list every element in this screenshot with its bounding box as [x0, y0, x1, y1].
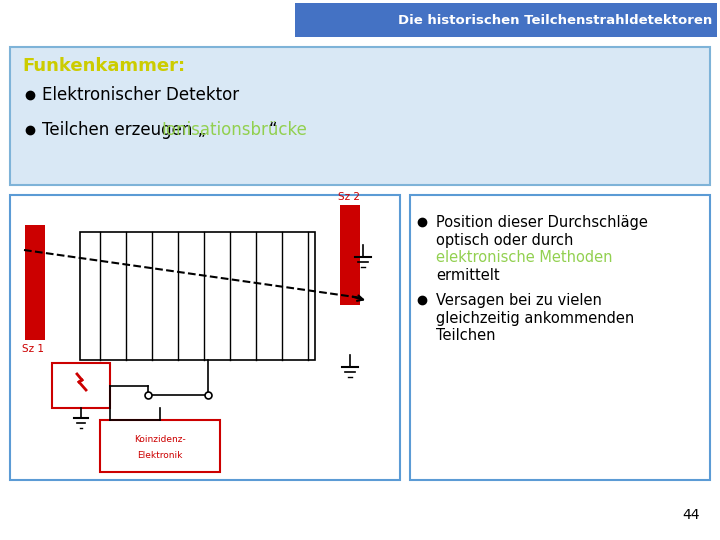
Text: Teilchen erzeugen „: Teilchen erzeugen „ — [42, 121, 206, 139]
Text: 44: 44 — [683, 508, 700, 522]
Bar — [10, 47, 710, 185]
Text: Sz 2: Sz 2 — [338, 192, 360, 202]
Text: Elektronik: Elektronik — [138, 451, 183, 461]
Text: optisch oder durch: optisch oder durch — [436, 233, 573, 247]
Text: Versagen bei zu vielen: Versagen bei zu vielen — [436, 293, 602, 307]
Text: elektronische Methoden: elektronische Methoden — [436, 251, 613, 266]
Bar — [410, 195, 710, 480]
Text: Teilchen: Teilchen — [436, 328, 495, 343]
Bar — [100, 420, 220, 472]
Text: ermittelt: ermittelt — [436, 268, 500, 284]
Text: gleichzeitig ankommenden: gleichzeitig ankommenden — [436, 310, 634, 326]
Bar — [295, 3, 717, 37]
Bar — [80, 232, 315, 360]
Text: Elektronischer Detektor: Elektronischer Detektor — [42, 86, 239, 104]
Bar — [340, 205, 360, 305]
Text: Position dieser Durchschläge: Position dieser Durchschläge — [436, 214, 648, 230]
Bar — [25, 225, 45, 340]
Bar — [52, 363, 110, 408]
Text: Koinzidenz-: Koinzidenz- — [134, 435, 186, 444]
Bar — [10, 195, 400, 480]
Text: “: “ — [269, 121, 277, 139]
Text: Ionisationsbrücke: Ionisationsbrücke — [162, 121, 307, 139]
Text: Die historischen Teilchenstrahldetektoren: Die historischen Teilchenstrahldetektore… — [397, 14, 712, 26]
Text: Funkenkammer:: Funkenkammer: — [22, 57, 185, 75]
Text: Sz 1: Sz 1 — [22, 344, 44, 354]
